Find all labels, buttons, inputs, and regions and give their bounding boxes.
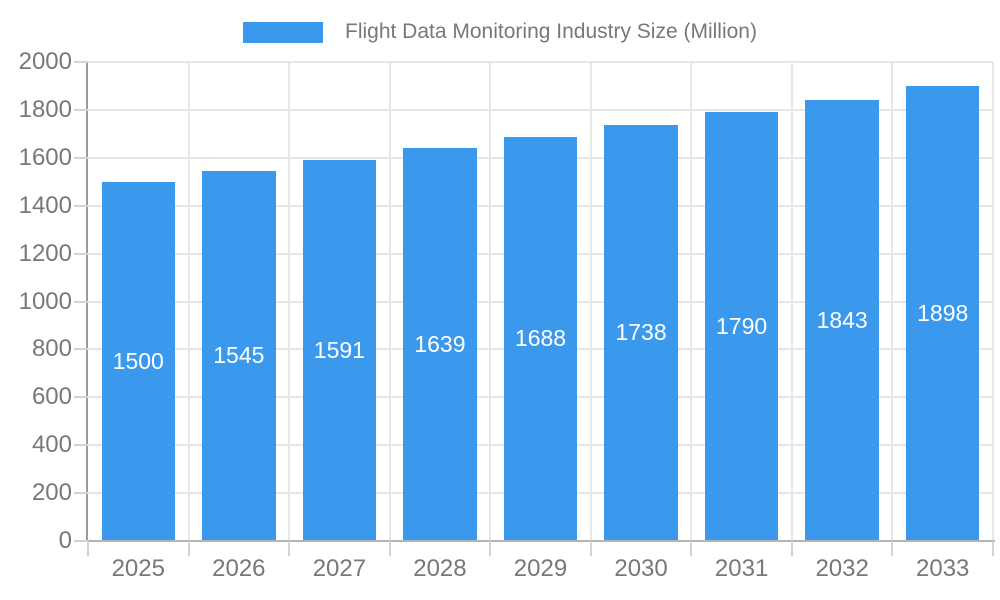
y-tick-label: 1600	[18, 143, 72, 171]
x-tick-label: 2025	[111, 555, 165, 582]
gridline-horizontal	[88, 61, 993, 63]
legend: Flight Data Monitoring Industry Size (Mi…	[0, 21, 1000, 43]
x-tick-label: 2028	[413, 555, 467, 582]
x-tick	[589, 541, 592, 556]
bar-value-label: 1545	[213, 342, 265, 369]
bar-value-label: 1843	[816, 306, 868, 333]
x-tick	[187, 541, 190, 556]
x-tick	[288, 541, 291, 556]
y-tick	[74, 540, 88, 542]
bar: 1688	[503, 136, 578, 541]
bar: 1639	[403, 148, 477, 541]
y-tick-label: 1200	[18, 239, 72, 267]
plot-area: 1500 1545 1591 1639 1688 1738 1790 1843 1898	[88, 61, 994, 541]
x-tick	[790, 541, 793, 556]
bar: 1500	[101, 181, 175, 541]
gridline-vertical	[589, 62, 592, 541]
gridline-vertical	[388, 62, 391, 541]
x-tick	[388, 541, 391, 556]
y-tick-label: 200	[31, 479, 72, 507]
x-tick-label: 2027	[312, 555, 367, 582]
x-tick-label: 2033	[916, 555, 970, 582]
legend-item[interactable]: Flight Data Monitoring Industry Size (Mi…	[243, 21, 757, 43]
bar: 1738	[604, 124, 678, 541]
bar: 1790	[704, 112, 779, 541]
bar-value-label: 1591	[313, 336, 365, 363]
y-tick-label: 1000	[18, 287, 72, 315]
x-tick	[992, 541, 994, 556]
legend-label: Flight Data Monitoring Industry Size (Mi…	[345, 20, 757, 43]
y-tick	[74, 444, 88, 447]
y-tick	[74, 61, 88, 63]
x-tick-label: 2032	[815, 555, 869, 582]
x-tick-label: 2031	[714, 555, 769, 582]
bar: 1545	[202, 170, 276, 541]
gridline-vertical	[187, 62, 190, 541]
legend-swatch	[243, 21, 323, 43]
bar-value-label: 1500	[112, 347, 164, 374]
gridline-vertical	[891, 62, 894, 541]
x-tick	[87, 541, 89, 556]
bar: 1843	[805, 99, 879, 541]
x-tick-label: 2029	[513, 555, 568, 582]
x-tick-label: 2026	[212, 555, 266, 582]
y-tick-label: 600	[31, 383, 72, 411]
gridline-vertical	[288, 62, 291, 541]
bar: 1591	[302, 159, 377, 541]
y-tick-label: 0	[58, 527, 72, 554]
x-tick-label: 2030	[614, 555, 668, 582]
bar-value-label: 1790	[716, 313, 768, 340]
y-tick	[74, 252, 88, 255]
y-tick-label: 400	[31, 431, 72, 459]
x-axis-line	[86, 540, 995, 542]
gridline-horizontal	[88, 108, 993, 111]
y-tick-label: 800	[31, 335, 72, 363]
gridline-vertical	[790, 62, 793, 541]
bar-value-label: 1898	[917, 300, 969, 327]
gridline-vertical	[489, 62, 492, 541]
bar-value-label: 1738	[615, 319, 667, 346]
bar: 1898	[906, 86, 980, 541]
y-tick-label: 1400	[18, 191, 72, 219]
y-tick	[74, 156, 88, 159]
bar-value-label: 1688	[514, 325, 567, 352]
gridline-vertical	[992, 62, 994, 541]
x-tick	[489, 541, 492, 556]
y-tick-label: 1800	[18, 95, 72, 123]
y-tick	[74, 300, 88, 303]
y-tick	[74, 204, 88, 207]
gridline-vertical	[690, 62, 693, 541]
y-tick	[74, 348, 88, 351]
y-tick	[74, 396, 88, 399]
x-tick	[891, 541, 894, 556]
x-tick	[690, 541, 693, 556]
y-tick-label: 2000	[18, 48, 72, 75]
bar-value-label: 1639	[414, 331, 466, 358]
y-tick	[74, 108, 88, 111]
y-tick	[74, 492, 88, 495]
